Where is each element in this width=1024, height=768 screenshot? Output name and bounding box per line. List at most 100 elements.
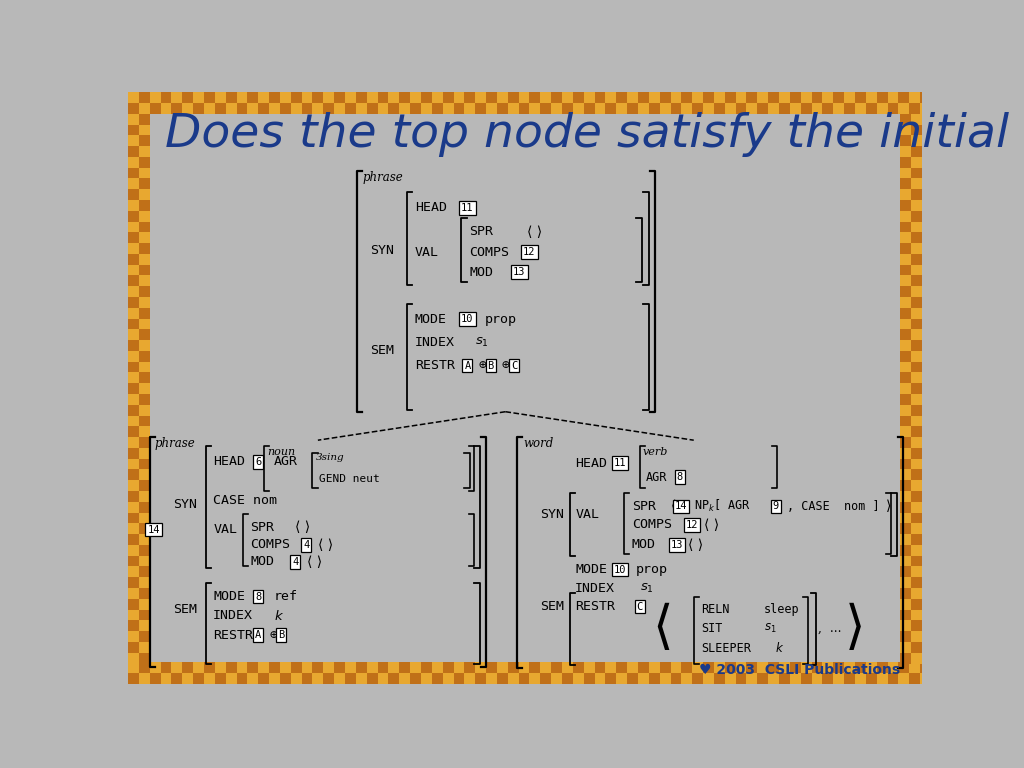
Bar	[139, 167, 150, 178]
Bar	[312, 103, 324, 114]
Bar	[128, 265, 139, 276]
Bar	[900, 243, 910, 254]
Bar	[900, 146, 910, 157]
Bar	[139, 232, 150, 243]
Bar	[900, 319, 910, 329]
Bar	[345, 673, 356, 684]
Bar	[324, 673, 334, 684]
Bar	[269, 103, 280, 114]
Bar	[909, 673, 920, 684]
Bar	[910, 512, 922, 523]
Bar	[703, 673, 714, 684]
Bar	[128, 200, 139, 210]
Bar	[128, 621, 139, 631]
Bar	[898, 103, 909, 114]
Bar	[779, 673, 790, 684]
Bar	[801, 662, 812, 673]
Bar	[128, 92, 139, 103]
Text: SYN: SYN	[173, 498, 197, 511]
Bar	[139, 135, 150, 146]
Bar	[900, 469, 910, 480]
Bar	[920, 103, 931, 114]
Bar	[910, 610, 922, 621]
Bar	[128, 469, 139, 480]
Bar	[900, 567, 910, 578]
Text: ⊕: ⊕	[269, 628, 278, 641]
Text: Does the top node satisfy the initial symbol?: Does the top node satisfy the initial sy…	[165, 112, 1024, 157]
Bar	[900, 340, 910, 351]
Bar	[910, 653, 922, 664]
Bar	[128, 631, 139, 642]
Text: 10: 10	[613, 564, 627, 574]
Bar	[746, 673, 758, 684]
Bar	[518, 92, 529, 103]
Bar	[139, 319, 150, 329]
Text: SLEEPER: SLEEPER	[701, 641, 752, 654]
Text: COMPS: COMPS	[251, 538, 291, 551]
Bar	[671, 92, 681, 103]
Text: RESTR: RESTR	[213, 628, 253, 641]
Bar	[475, 673, 486, 684]
Bar	[128, 103, 139, 114]
Bar	[768, 92, 779, 103]
Bar	[595, 92, 605, 103]
Bar	[128, 243, 139, 254]
Bar	[529, 673, 541, 684]
Bar	[900, 276, 910, 286]
Bar	[204, 103, 215, 114]
Bar	[910, 286, 922, 297]
Bar	[454, 103, 464, 114]
Bar	[900, 523, 910, 534]
Bar	[910, 545, 922, 556]
Bar	[324, 662, 334, 673]
Bar	[128, 319, 139, 329]
Bar	[910, 448, 922, 458]
Text: $s_1$: $s_1$	[640, 582, 653, 595]
Bar	[128, 662, 139, 673]
Bar	[595, 103, 605, 114]
Bar	[541, 92, 551, 103]
Bar	[497, 92, 508, 103]
Bar	[920, 92, 931, 103]
Text: RELN: RELN	[701, 603, 730, 616]
Bar	[171, 662, 182, 673]
Bar	[638, 92, 649, 103]
Bar	[128, 523, 139, 534]
Bar	[139, 297, 150, 308]
Bar	[269, 92, 280, 103]
Bar	[128, 437, 139, 448]
Bar	[681, 103, 692, 114]
Bar	[128, 426, 139, 437]
Bar	[822, 103, 834, 114]
Bar	[900, 114, 910, 124]
Bar	[139, 405, 150, 415]
Bar	[671, 673, 681, 684]
Bar	[497, 673, 508, 684]
Bar	[258, 103, 269, 114]
Text: 13: 13	[671, 540, 683, 550]
Bar	[128, 124, 139, 135]
Bar	[551, 103, 562, 114]
Bar	[910, 135, 922, 146]
Bar	[464, 92, 475, 103]
Bar	[128, 415, 139, 426]
Bar	[518, 673, 529, 684]
Bar	[194, 92, 204, 103]
Bar	[442, 103, 454, 114]
Bar	[649, 673, 659, 684]
Bar	[161, 673, 171, 684]
Bar	[432, 662, 442, 673]
Bar	[128, 588, 139, 599]
Bar	[269, 662, 280, 673]
Bar	[204, 662, 215, 673]
Bar	[248, 92, 258, 103]
Bar	[638, 673, 649, 684]
Bar	[237, 662, 248, 673]
Text: ⟩: ⟩	[845, 604, 865, 654]
Bar	[910, 621, 922, 631]
Bar	[910, 319, 922, 329]
Bar	[128, 210, 139, 221]
Bar	[139, 523, 150, 534]
Bar	[725, 673, 735, 684]
Bar	[194, 103, 204, 114]
